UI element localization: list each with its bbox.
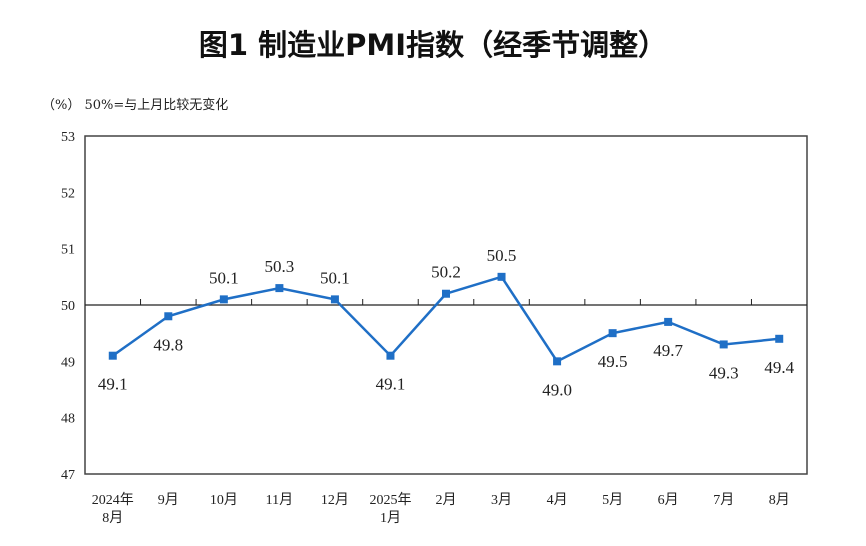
x-tick-label: 1月 xyxy=(380,510,401,526)
y-tick-label: 49 xyxy=(61,355,75,370)
x-tick-label: 9月 xyxy=(158,492,179,508)
y-tick-label: 51 xyxy=(61,243,75,258)
x-tick-label: 2024年 xyxy=(92,492,134,508)
data-point-marker xyxy=(497,272,506,281)
x-tick-label: 5月 xyxy=(602,492,623,508)
data-point-marker xyxy=(219,295,228,304)
data-label: 49.7 xyxy=(653,341,683,360)
data-label: 49.1 xyxy=(98,375,128,394)
x-tick-label: 6月 xyxy=(658,492,679,508)
x-tick-label: 7月 xyxy=(713,492,734,508)
x-tick-label: 10月 xyxy=(210,492,238,508)
x-tick-label: 12月 xyxy=(321,492,349,508)
unit-note: （%） 50%=与上月比较无变化 xyxy=(42,98,229,113)
x-tick-label: 3月 xyxy=(491,492,512,508)
data-label: 49.4 xyxy=(764,358,794,377)
x-tick-label: 4月 xyxy=(547,492,568,508)
data-label: 50.1 xyxy=(320,268,350,287)
data-point-marker xyxy=(108,351,117,360)
data-point-marker xyxy=(775,334,784,343)
y-tick-label: 48 xyxy=(61,412,75,427)
data-point-marker xyxy=(330,295,339,304)
data-point-marker xyxy=(608,329,617,338)
data-point-marker xyxy=(553,357,562,366)
data-label: 49.5 xyxy=(598,352,628,371)
data-point-marker xyxy=(664,317,673,326)
x-tick-label: 8月 xyxy=(769,492,790,508)
x-tick-label: 8月 xyxy=(102,510,123,526)
y-tick-label: 50 xyxy=(61,299,75,314)
data-label: 49.0 xyxy=(542,380,572,399)
x-tick-label: 2025年 xyxy=(369,492,411,508)
data-point-marker xyxy=(275,284,284,293)
x-tick-label: 2月 xyxy=(436,492,457,508)
data-point-marker xyxy=(442,289,450,298)
data-point-marker xyxy=(164,312,173,321)
x-tick-label: 11月 xyxy=(266,492,293,508)
y-tick-label: 53 xyxy=(61,130,75,145)
data-label: 50.2 xyxy=(431,263,461,282)
data-label: 50.3 xyxy=(265,257,295,276)
y-tick-label: 47 xyxy=(61,468,75,483)
data-label: 49.8 xyxy=(153,335,183,354)
data-label: 50.1 xyxy=(209,268,239,287)
data-label: 50.5 xyxy=(487,246,517,265)
data-point-marker xyxy=(719,340,728,349)
chart-title: 图1 制造业PMI指数（经季节调整） xyxy=(198,28,668,62)
data-label: 49.3 xyxy=(709,363,739,382)
data-label: 49.1 xyxy=(376,375,406,394)
y-tick-label: 52 xyxy=(61,186,75,201)
data-point-marker xyxy=(386,351,395,360)
